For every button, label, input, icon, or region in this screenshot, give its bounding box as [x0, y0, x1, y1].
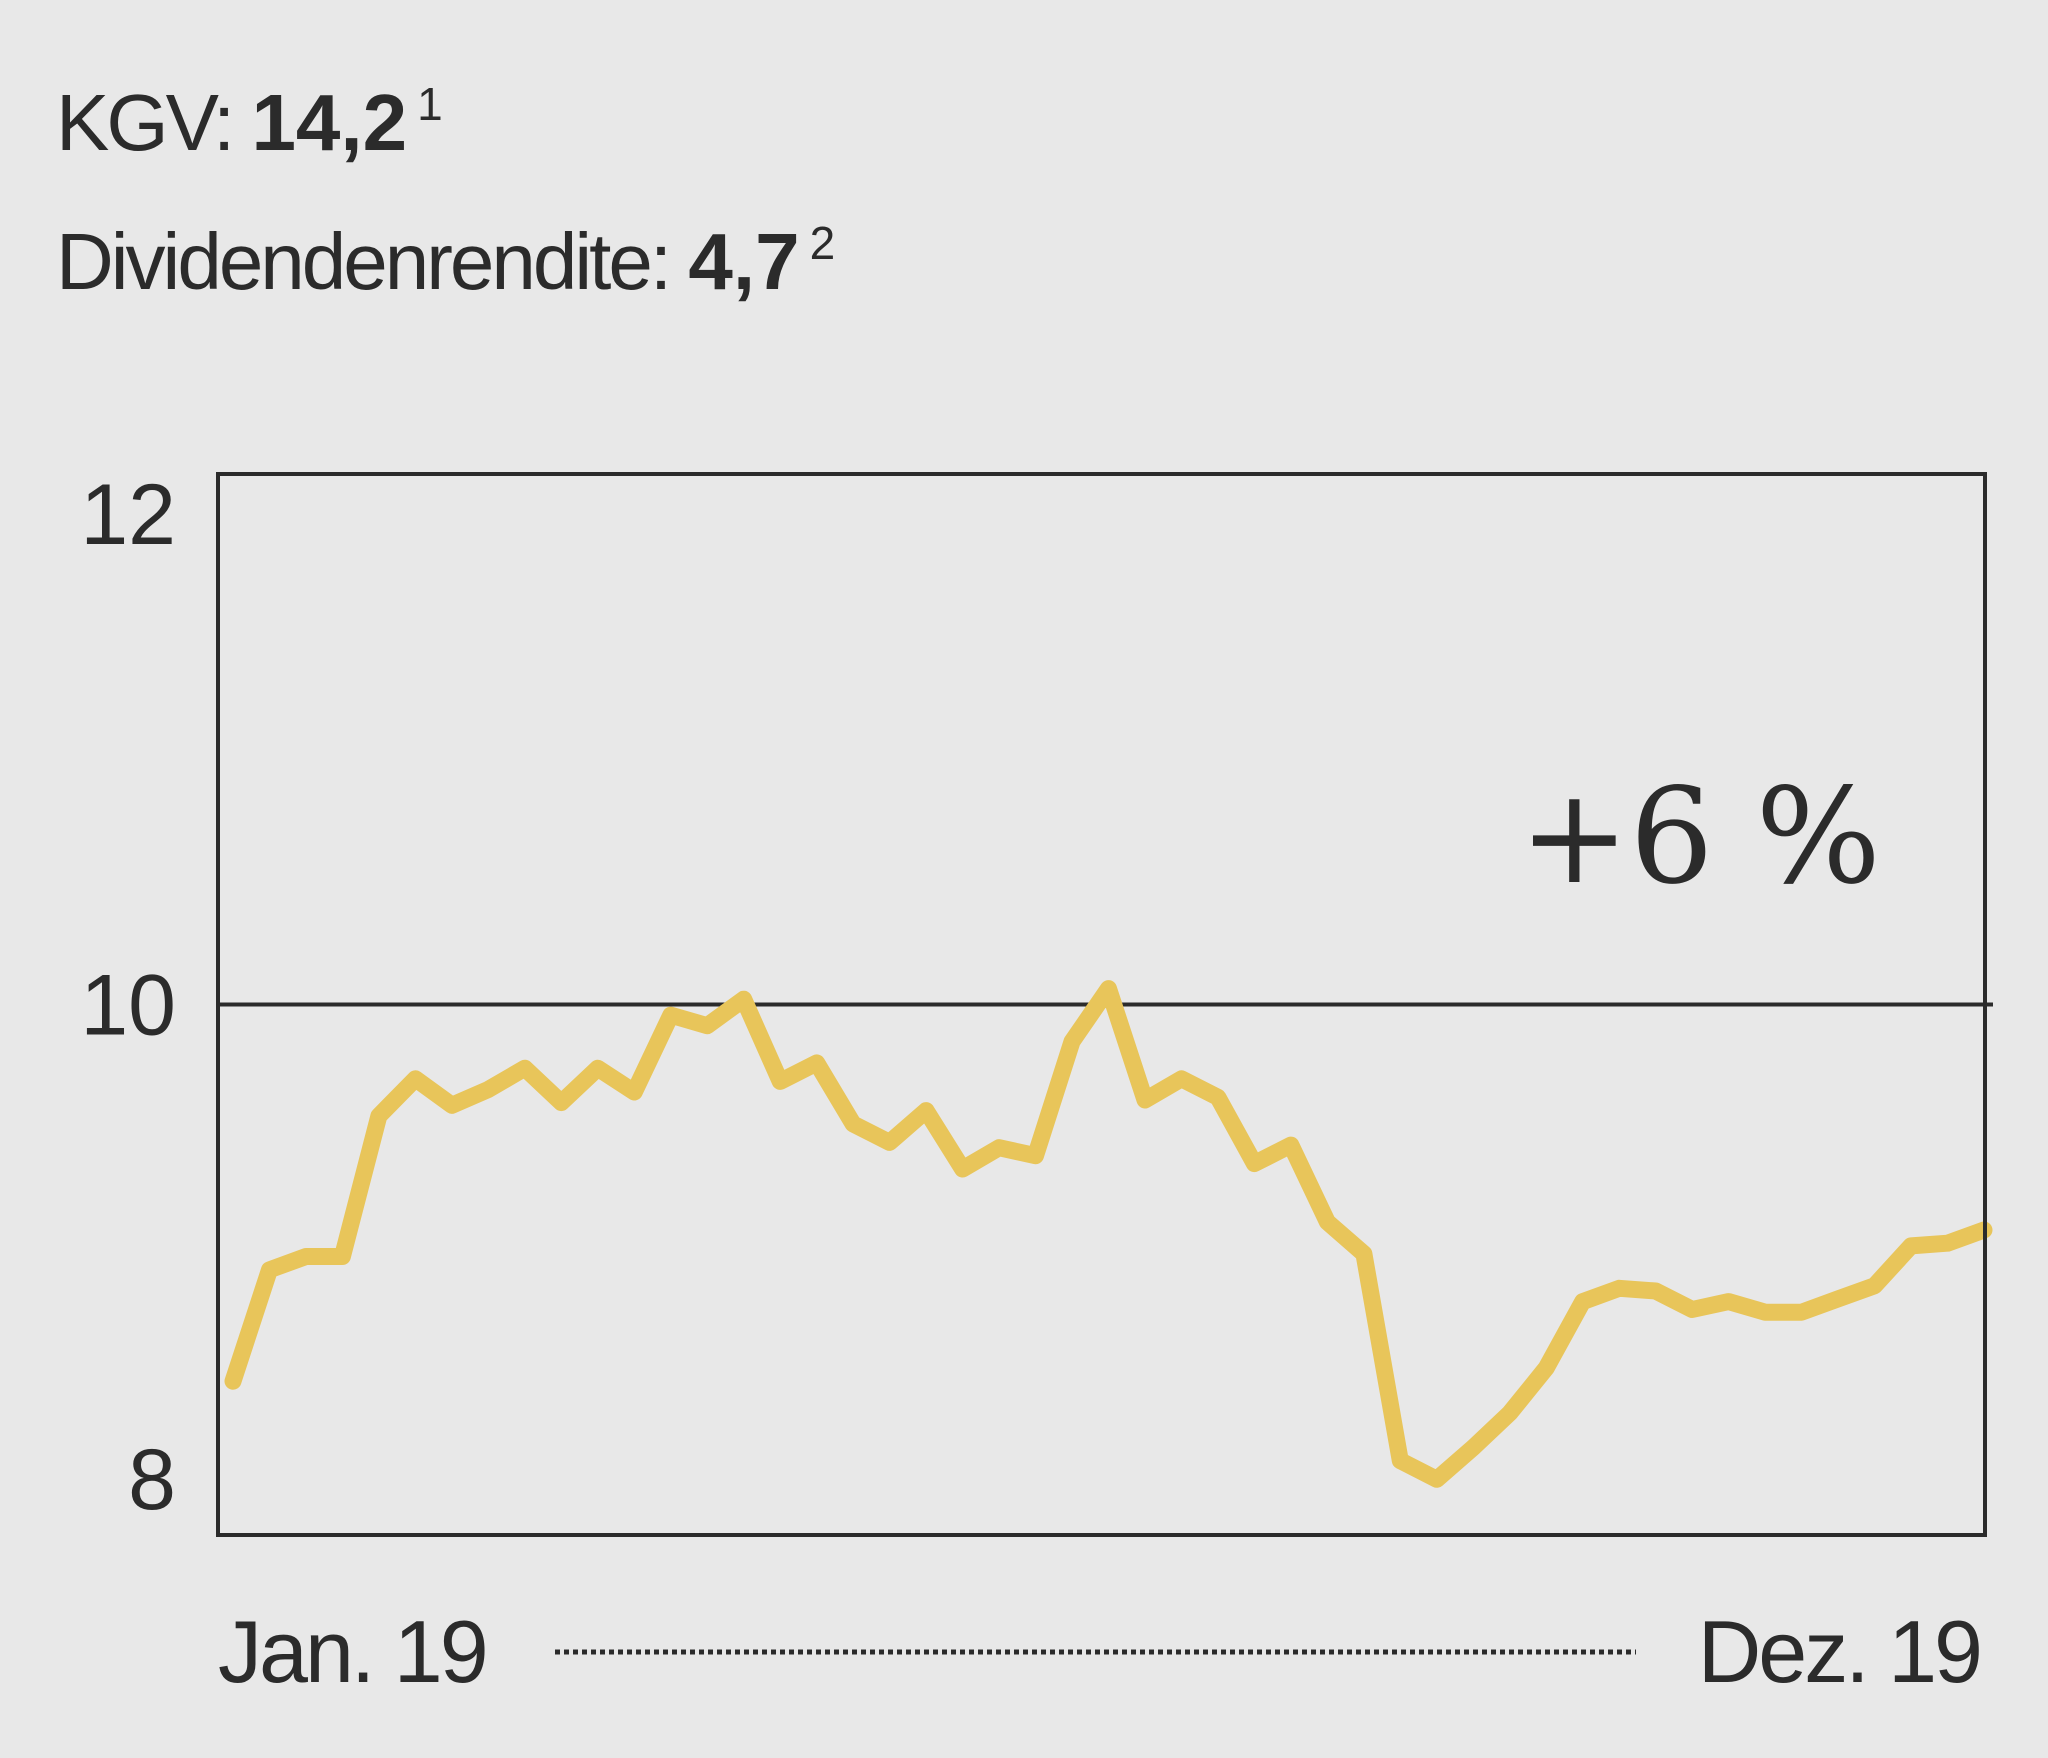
- dividend-yield-metric: Dividendenrendite: 4,7 2: [56, 183, 835, 322]
- y-axis-ticks: 12 10 8: [80, 467, 176, 1528]
- y-tick-label-2: 8: [128, 1432, 176, 1528]
- dividend-yield-label: Dividendenrendite:: [56, 217, 672, 306]
- series-line: [224, 980, 1993, 1488]
- kgv-footnote-marker: 1: [417, 78, 443, 130]
- x-axis-start-label: Jan. 19: [218, 1602, 486, 1701]
- dividend-yield-value: 4,7: [688, 217, 800, 306]
- kgv-label: KGV:: [56, 78, 235, 167]
- y-tick-label-1: 10: [80, 958, 176, 1054]
- plot-frame: [216, 472, 1987, 1537]
- x-axis-end-label: Dez. 19: [1698, 1602, 1980, 1701]
- key-metrics: KGV: 14,2 1 Dividendenrendite: 4,7 2: [56, 44, 835, 322]
- dividend-yield-footnote-marker: 2: [809, 217, 836, 269]
- kgv-value: 14,2: [251, 78, 408, 167]
- kgv-metric: KGV: 14,2 1: [56, 44, 835, 183]
- change-annotation: +6 %: [1519, 760, 1881, 914]
- y-tick-label-0: 12: [80, 467, 176, 563]
